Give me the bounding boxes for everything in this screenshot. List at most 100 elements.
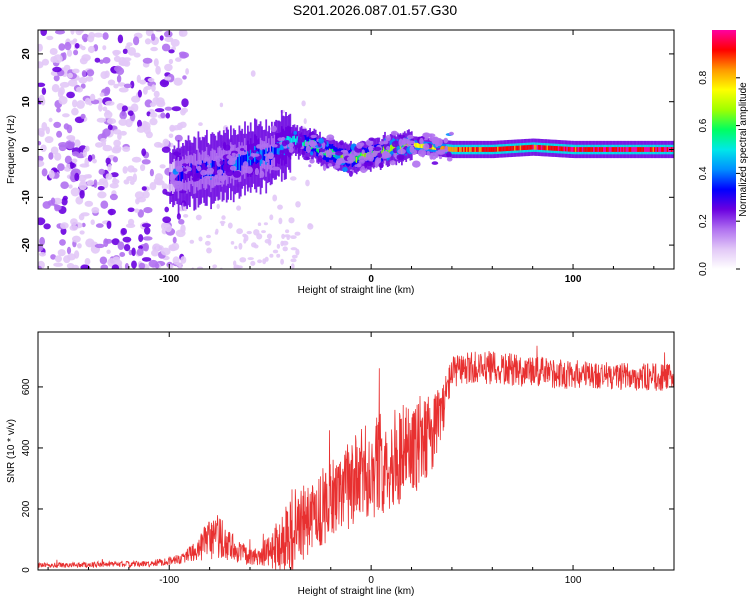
noise-cell <box>42 201 51 209</box>
ridge-scatter-cell <box>318 137 324 144</box>
ridge-scatter-cell <box>327 163 333 167</box>
ridge-scatter-cell <box>214 155 221 161</box>
noise-cell <box>80 180 86 185</box>
noise-cell <box>67 72 74 79</box>
ridge-core-cell <box>508 146 511 151</box>
ridge-core-cell <box>536 145 539 150</box>
noise-cell <box>102 57 111 64</box>
noise-cell <box>86 69 95 77</box>
ridge-core-cell <box>569 146 571 152</box>
ridge-core-cell <box>574 147 577 152</box>
ridge-scatter-cell <box>412 160 421 168</box>
noise-cell <box>149 182 157 191</box>
noise-cell <box>51 84 60 93</box>
noise-cell <box>180 277 187 282</box>
noise-cell <box>232 283 238 287</box>
colorbar-tick-label: 0.2 <box>698 214 709 228</box>
ridge-core-cell <box>296 136 299 143</box>
noise-cell <box>62 195 68 201</box>
ridge-scatter-cell <box>265 156 270 163</box>
noise-cell <box>58 144 67 152</box>
ridge-core-cell <box>224 156 227 170</box>
noise-cell <box>110 172 119 178</box>
ridge-core-cell <box>596 147 598 152</box>
ridge-core-cell <box>464 147 467 152</box>
ridge-core-cell <box>261 150 263 164</box>
ridge-scatter-cell <box>446 156 453 162</box>
noise-cell <box>132 173 137 183</box>
noise-cell <box>69 161 75 169</box>
ridge-core-cell <box>584 147 587 152</box>
noise-cell <box>109 182 119 189</box>
noise-cell <box>235 277 238 282</box>
noise-cell <box>39 252 46 257</box>
noise-cell <box>236 280 242 284</box>
noise-cell <box>162 138 170 147</box>
noise-cell <box>269 214 274 221</box>
noise-cell <box>62 113 70 118</box>
noise-cell <box>107 208 117 216</box>
noise-cell <box>155 245 164 251</box>
ridge-core-cell <box>180 169 183 183</box>
noise-cell <box>71 151 80 157</box>
ridge-core-cell <box>504 146 506 152</box>
noise-cell <box>106 118 117 125</box>
ridge-scatter-cell <box>373 146 382 151</box>
noise-cell <box>38 265 42 269</box>
ridge-core-cell <box>559 146 562 152</box>
noise-cell <box>76 100 85 109</box>
ridge-core-cell <box>651 147 653 152</box>
ridge-core-cell <box>473 147 475 152</box>
ridge-core-cell <box>656 147 659 152</box>
ridge-scatter-cell <box>175 166 184 173</box>
ridge-core-cell <box>497 146 499 152</box>
noise-cell <box>77 30 84 34</box>
ridge-core-cell <box>442 145 444 151</box>
noise-cell <box>130 103 139 112</box>
noise-cell <box>58 43 66 51</box>
noise-cell <box>68 184 73 189</box>
ridge-core-cell <box>518 145 521 151</box>
noise-cell <box>119 130 127 136</box>
noise-cell <box>247 257 254 261</box>
y-tick-label: -20 <box>21 237 32 252</box>
noise-cell <box>113 83 119 89</box>
ridge-core-cell <box>594 147 597 152</box>
noise-cell <box>179 30 184 37</box>
snr-series <box>38 345 674 570</box>
noise-cell <box>121 105 128 112</box>
ridge-core-cell <box>566 146 569 152</box>
ridge-scatter-cell <box>339 140 344 146</box>
noise-cell <box>80 113 86 119</box>
ridge-core-cell <box>459 147 461 152</box>
noise-cell <box>276 253 281 258</box>
ridge-core-cell <box>560 146 563 152</box>
noise-cell <box>107 163 112 172</box>
ridge-scatter-cell <box>169 180 178 185</box>
noise-cell <box>124 263 129 269</box>
noise-cell <box>97 181 105 186</box>
noise-cell <box>126 42 133 47</box>
ridge-core-cell <box>193 165 196 182</box>
noise-cell <box>56 130 63 138</box>
noise-cell <box>90 219 95 225</box>
ridge-scatter-cell <box>310 134 317 139</box>
ridge-core-cell <box>302 140 304 147</box>
noise-cell <box>141 186 147 191</box>
noise-cell <box>159 79 170 88</box>
noise-cell <box>81 222 86 228</box>
noise-cell <box>44 136 54 144</box>
ridge-core-cell <box>577 147 580 152</box>
noise-cell <box>151 33 156 41</box>
ridge-core-cell <box>525 145 528 150</box>
noise-cell <box>119 111 127 120</box>
noise-cell <box>112 156 118 163</box>
noise-cell <box>112 50 120 57</box>
noise-cell <box>160 247 171 256</box>
ridge-scatter-cell <box>179 190 187 194</box>
ridge-scatter-cell <box>271 166 281 171</box>
ridge-scatter-cell <box>309 159 315 164</box>
noise-cell <box>272 271 279 278</box>
noise-cell <box>168 49 175 54</box>
ridge-core-cell <box>453 147 456 152</box>
